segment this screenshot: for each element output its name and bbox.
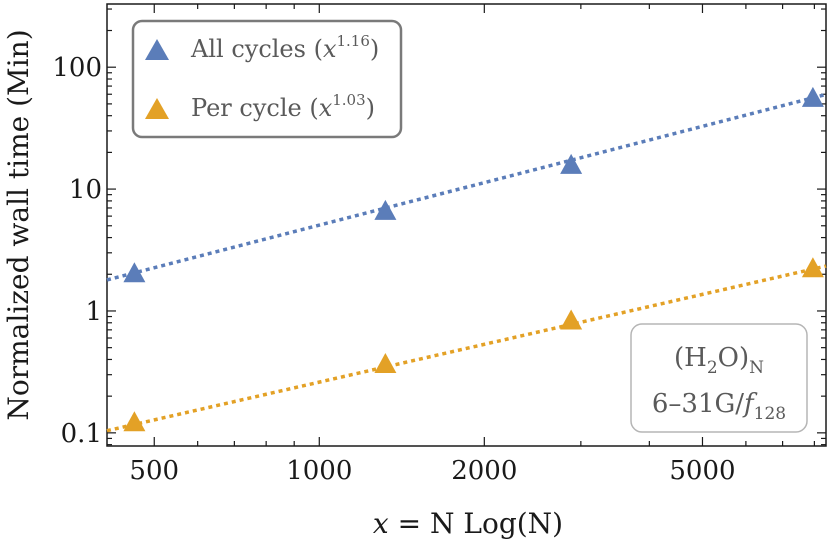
data-point-series-0 xyxy=(801,86,824,107)
data-point-series-1 xyxy=(374,353,397,374)
y-tick-label: 1 xyxy=(85,297,102,327)
x-tick-label: 500 xyxy=(129,456,179,486)
data-point-series-0 xyxy=(560,153,583,174)
y-tick-label: 100 xyxy=(52,53,102,83)
legend-marker-per-cycle xyxy=(145,98,169,119)
x-tick-label: 5000 xyxy=(669,456,735,486)
annotation-basis: 6–31G/f128 xyxy=(652,389,786,424)
data-markers xyxy=(123,86,824,432)
fit-line-series-0 xyxy=(106,92,827,282)
data-point-series-1 xyxy=(123,411,146,432)
fit-lines xyxy=(106,92,827,433)
axis-ticks: 500 1000 2000 5000 0.1 1 10 100 xyxy=(52,4,826,486)
legend: All cycles (x1.16) Per cycle (x1.03) xyxy=(131,19,403,139)
legend-marker-all-cycles xyxy=(145,39,169,60)
legend-label-per-cycle: Per cycle (x1.03) xyxy=(191,91,375,122)
x-axis-label: x = N Log(N) xyxy=(373,507,563,540)
y-tick-label: 0.1 xyxy=(61,419,102,449)
annotation-box xyxy=(630,323,808,433)
data-point-series-0 xyxy=(123,262,146,283)
legend-box xyxy=(131,19,403,139)
y-tick-label: 10 xyxy=(69,175,102,205)
x-tick-label: 2000 xyxy=(451,456,517,486)
x-axis-label-var: x xyxy=(373,507,389,540)
plot-frame xyxy=(106,3,827,447)
data-point-series-0 xyxy=(374,199,397,220)
x-tick-label: 1000 xyxy=(286,456,352,486)
fit-line-series-1 xyxy=(106,264,827,433)
data-point-series-1 xyxy=(560,309,583,330)
system-annotation: (H2O)N 6–31G/f128 xyxy=(630,323,808,433)
annotation-molecule: (H2O)N xyxy=(674,343,764,378)
legend-label-all-cycles: All cycles (x1.16) xyxy=(190,32,379,63)
x-axis-label-rest: = N Log(N) xyxy=(389,507,563,540)
data-point-series-1 xyxy=(801,257,824,278)
y-axis-label: Normalized wall time (Min) xyxy=(2,29,35,420)
